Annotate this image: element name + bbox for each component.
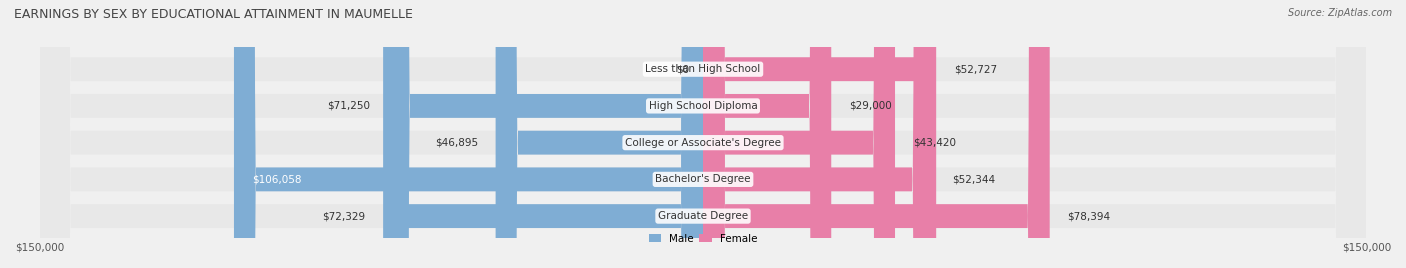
Legend: Male, Female: Male, Female (644, 230, 762, 248)
FancyBboxPatch shape (39, 0, 1367, 268)
FancyBboxPatch shape (39, 0, 1367, 268)
Text: College or Associate's Degree: College or Associate's Degree (626, 138, 780, 148)
Text: High School Diploma: High School Diploma (648, 101, 758, 111)
FancyBboxPatch shape (39, 0, 1367, 268)
Text: Bachelor's Degree: Bachelor's Degree (655, 174, 751, 184)
FancyBboxPatch shape (703, 0, 831, 268)
Text: EARNINGS BY SEX BY EDUCATIONAL ATTAINMENT IN MAUMELLE: EARNINGS BY SEX BY EDUCATIONAL ATTAINMEN… (14, 8, 413, 21)
Text: $0: $0 (676, 64, 690, 74)
FancyBboxPatch shape (703, 0, 936, 268)
Text: $29,000: $29,000 (849, 101, 891, 111)
Text: Graduate Degree: Graduate Degree (658, 211, 748, 221)
Text: Less than High School: Less than High School (645, 64, 761, 74)
Text: Source: ZipAtlas.com: Source: ZipAtlas.com (1288, 8, 1392, 18)
Text: $78,394: $78,394 (1067, 211, 1111, 221)
Text: $71,250: $71,250 (328, 101, 370, 111)
FancyBboxPatch shape (382, 0, 703, 268)
Text: $52,727: $52,727 (953, 64, 997, 74)
FancyBboxPatch shape (388, 0, 703, 268)
Text: $46,895: $46,895 (434, 138, 478, 148)
FancyBboxPatch shape (39, 0, 1367, 268)
FancyBboxPatch shape (233, 0, 703, 268)
Text: $43,420: $43,420 (912, 138, 956, 148)
FancyBboxPatch shape (495, 0, 703, 268)
Text: $72,329: $72,329 (322, 211, 366, 221)
Text: $52,344: $52,344 (952, 174, 995, 184)
FancyBboxPatch shape (703, 0, 896, 268)
FancyBboxPatch shape (703, 0, 1050, 268)
Text: $106,058: $106,058 (252, 174, 301, 184)
FancyBboxPatch shape (39, 0, 1367, 268)
FancyBboxPatch shape (703, 0, 935, 268)
